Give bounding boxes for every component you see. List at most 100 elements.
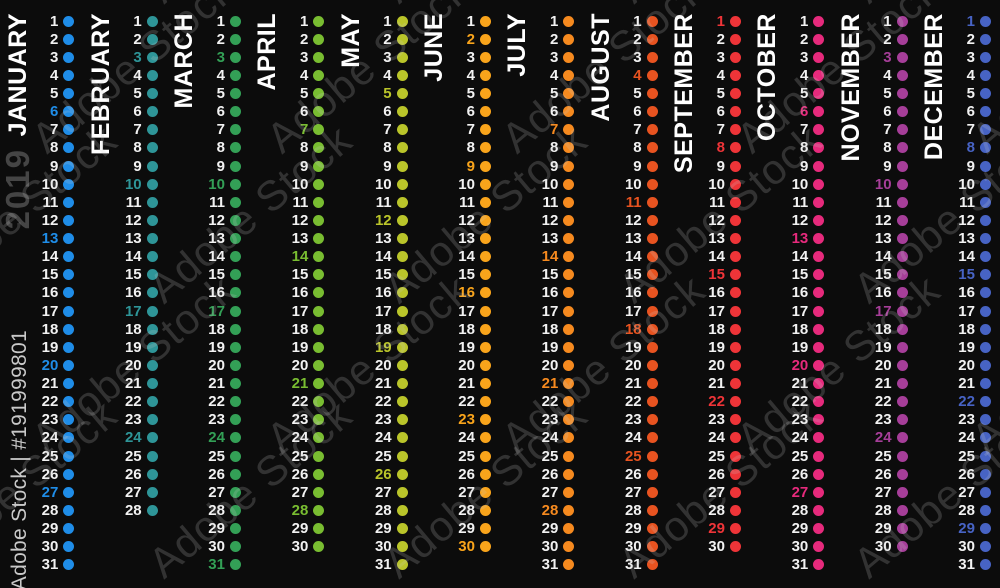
day-dot-icon (146, 251, 158, 263)
day-number: 26 (124, 465, 142, 483)
month-label-area: SEPTEMBER (667, 0, 703, 588)
day-number: 31 (541, 556, 559, 574)
day-row: 3 (967, 48, 991, 66)
day-row: 28 (292, 501, 325, 519)
day-number: 14 (624, 248, 642, 266)
month-days: 1 2 3 4 5 6 7 8 9 10 11 (953, 0, 1000, 588)
day-number: 16 (624, 284, 642, 302)
day-row: 17 (875, 302, 908, 320)
day-number: 19 (874, 338, 892, 356)
day-row: 19 (958, 338, 991, 356)
day-number: 5 (299, 85, 309, 103)
day-dot-icon (63, 124, 75, 136)
day-row: 12 (208, 211, 241, 229)
day-number: 29 (708, 520, 725, 538)
day-dot-icon (813, 468, 825, 480)
day-dot-icon (479, 468, 491, 480)
day-row: 24 (208, 429, 241, 447)
day-dot-icon (63, 378, 75, 390)
day-dot-icon (563, 251, 575, 263)
day-dot-icon (729, 523, 741, 535)
day-row: 17 (542, 302, 575, 320)
day-number: 17 (124, 302, 142, 320)
day-dot-icon (646, 233, 658, 245)
day-number: 12 (208, 211, 225, 229)
day-number: 4 (383, 66, 392, 84)
day-number: 20 (708, 356, 725, 374)
month-name: MAY (336, 13, 365, 68)
day-dot-icon (396, 233, 408, 245)
day-number: 5 (383, 85, 392, 103)
month-label-area: AUGUST (583, 0, 619, 588)
day-dot-icon (146, 378, 158, 390)
day-dot-icon (563, 69, 575, 81)
day-number: 8 (299, 139, 309, 157)
day-row: 7 (717, 121, 741, 139)
day-number: 20 (791, 356, 809, 374)
day-row: 20 (375, 356, 408, 374)
day-number: 11 (125, 193, 142, 211)
day-row: 20 (625, 356, 658, 374)
day-number: 26 (958, 465, 975, 483)
day-row: 26 (708, 465, 741, 483)
day-dot-icon (729, 196, 741, 208)
day-dot-icon (229, 559, 241, 571)
day-number: 14 (41, 248, 59, 266)
day-row: 31 (625, 556, 658, 574)
day-dot-icon (229, 233, 241, 245)
day-number: 10 (624, 175, 642, 193)
day-dot-icon (563, 541, 575, 553)
day-dot-icon (479, 69, 491, 81)
day-row: 12 (125, 211, 158, 229)
day-dot-icon (979, 142, 991, 154)
day-dot-icon (813, 450, 825, 462)
day-number: 30 (874, 538, 892, 556)
day-row: 3 (300, 48, 325, 66)
day-dot-icon (813, 88, 825, 100)
day-dot-icon (396, 486, 408, 498)
day-row: 5 (383, 85, 408, 103)
day-number: 9 (883, 157, 892, 175)
day-dot-icon (229, 287, 241, 299)
day-row: 10 (792, 175, 825, 193)
day-row: 9 (633, 157, 658, 175)
day-row: 18 (625, 320, 658, 338)
day-row: 23 (542, 411, 575, 429)
day-row: 28 (42, 501, 75, 519)
day-dot-icon (813, 233, 825, 245)
day-row: 27 (458, 483, 491, 501)
day-dot-icon (979, 559, 991, 571)
day-dot-icon (63, 341, 75, 353)
day-dot-icon (896, 233, 908, 245)
day-dot-icon (63, 559, 75, 571)
day-dot-icon (396, 541, 408, 553)
day-number: 1 (49, 12, 59, 30)
day-number: 3 (383, 48, 392, 66)
day-number: 16 (291, 284, 309, 302)
day-number: 19 (708, 338, 725, 356)
day-row: 1 (717, 12, 741, 30)
day-row: 8 (133, 139, 158, 157)
day-row: 11 (292, 193, 325, 211)
day-dot-icon (563, 468, 575, 480)
day-row: 25 (125, 447, 158, 465)
day-dot-icon (146, 450, 158, 462)
day-dot-icon (313, 305, 325, 317)
day-row: 4 (550, 66, 575, 84)
day-row: 5 (717, 85, 741, 103)
day-row: 15 (375, 266, 408, 284)
day-row: 11 (792, 193, 825, 211)
day-row: 9 (50, 157, 75, 175)
day-number: 2 (49, 30, 59, 48)
day-number: 19 (41, 338, 59, 356)
day-row: 9 (800, 157, 825, 175)
day-number: 3 (633, 48, 642, 66)
day-number: 30 (458, 538, 475, 556)
day-dot-icon (646, 160, 658, 172)
day-dot-icon (813, 305, 825, 317)
day-row: 2 (883, 30, 908, 48)
day-number: 28 (541, 501, 559, 519)
day-row: 29 (958, 520, 991, 538)
day-number: 12 (791, 211, 809, 229)
